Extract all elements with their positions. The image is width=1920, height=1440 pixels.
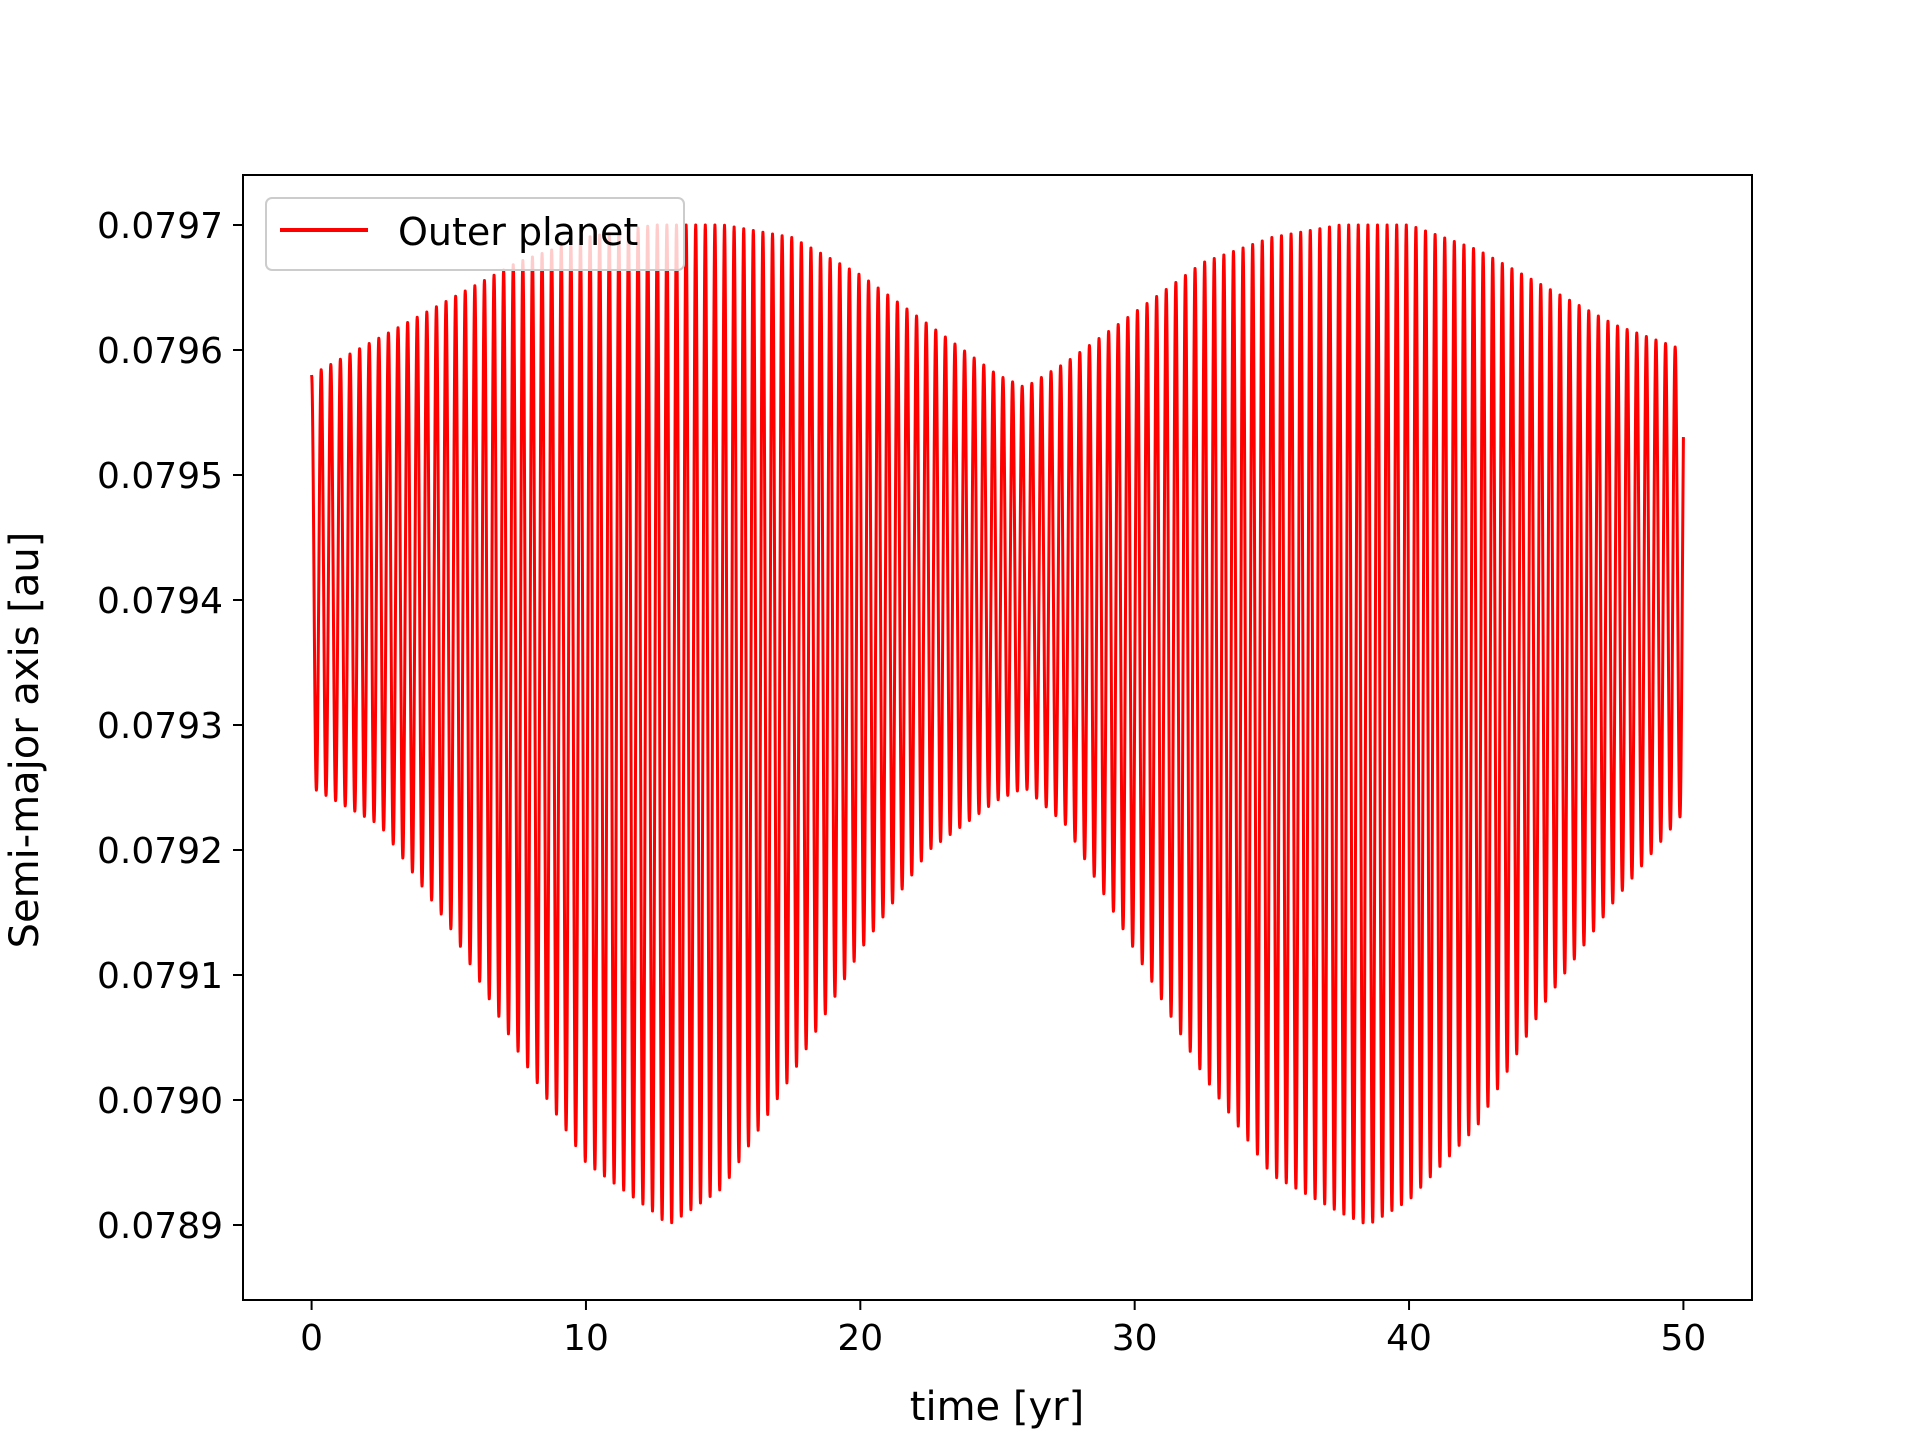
legend-box [265, 197, 685, 271]
y-tick-label: 0.0790 [97, 1081, 223, 1122]
y-tick-label: 0.0792 [97, 831, 223, 872]
y-tick-label: 0.0789 [97, 1206, 223, 1247]
x-tick-label: 40 [1386, 1318, 1432, 1359]
x-tick-label: 20 [837, 1318, 883, 1359]
x-tick-label: 30 [1112, 1318, 1158, 1359]
y-tick-label: 0.0796 [97, 331, 223, 372]
x-tick-label: 10 [563, 1318, 609, 1359]
y-tick-label: 0.0791 [97, 956, 223, 997]
axes-frame [242, 174, 1753, 1301]
y-tick-label: 0.0794 [97, 581, 223, 622]
series-line-outer-planet [310, 223, 1685, 1225]
y-tick-label: 0.0793 [97, 706, 223, 747]
legend: Outer planet [265, 197, 685, 271]
y-axis: 0.0789 0.0790 0.0791 0.0792 0.0793 0.0794 0.07… [97, 206, 243, 1247]
x-axis-label: time [yr] [910, 1384, 1084, 1430]
legend-label-outer-planet: Outer planet [398, 210, 638, 254]
y-axis-label: Semi-major axis [au] [2, 532, 48, 949]
x-axis: 0 10 20 30 40 50 [300, 1300, 1706, 1359]
y-tick-label: 0.0795 [97, 456, 223, 497]
y-tick-label: 0.0797 [97, 206, 223, 247]
x-tick-label: 0 [300, 1318, 323, 1359]
plot-area [310, 223, 1685, 1225]
x-tick-label: 50 [1661, 1318, 1707, 1359]
